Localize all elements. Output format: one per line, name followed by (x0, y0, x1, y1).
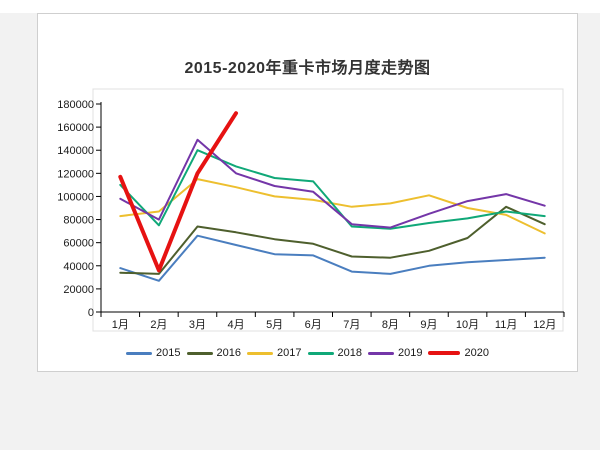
y-axis-tick-label: 100000 (57, 191, 94, 203)
legend-line-swatch (186, 351, 213, 355)
legend-label: 2016 (216, 347, 242, 359)
legend-line-swatch (126, 351, 153, 355)
series-line-2018 (119, 149, 546, 230)
x-axis-month-label: 9月 (420, 319, 437, 331)
x-axis-month-label: 2月 (150, 319, 167, 331)
x-axis-month-label: 1月 (112, 319, 129, 331)
series-line-2015 (119, 234, 546, 282)
x-axis-month-label: 8月 (382, 319, 399, 331)
chart-title: 2015-2020年重卡市场月度走势图 (184, 60, 431, 77)
y-axis-tick-label: 60000 (63, 238, 94, 250)
series-line-2019 (119, 138, 546, 229)
legend-label: 2015 (156, 347, 181, 359)
y-axis-tick-label: 40000 (63, 261, 94, 273)
y-axis-tick-label: 80000 (63, 215, 94, 227)
x-axis-month-label: 7月 (343, 319, 360, 331)
trend-line-chart: 0 20000 40000 60000 80000 100000 120000 140000 1… (57, 88, 565, 332)
legend-label: 2018 (337, 347, 362, 359)
y-axis-tick-label: 160000 (57, 122, 94, 134)
y-axis-tick-label: 140000 (57, 145, 94, 157)
x-axis-month-label: 11月 (495, 319, 517, 331)
legend-line-swatch (428, 351, 461, 355)
legend-line-swatch (307, 351, 334, 355)
legend-item-2015: 2015 (126, 347, 181, 359)
x-axis-month-label: 6月 (305, 319, 322, 331)
x-axis-month-label: 10月 (456, 319, 479, 331)
y-axis-tick-label: 120000 (57, 168, 94, 180)
series-line-2020 (118, 111, 238, 273)
top-bar (0, 0, 600, 13)
legend-label: 2020 (464, 347, 489, 359)
x-axis-month-label: 12月 (533, 319, 556, 331)
legend-label: 2017 (277, 347, 302, 359)
legend-item-2019: 2019 (367, 347, 423, 359)
chart-legend: 2015 2016 2017 2018 2019 2020 (38, 345, 577, 361)
series-line-2016 (119, 205, 546, 275)
legend-item-2018: 2018 (307, 347, 362, 359)
x-axis-month-label: 4月 (227, 319, 244, 331)
chart-card: 2015-2020年重卡市场月度走势图 0 20000 40000 60000 8000… (37, 13, 578, 372)
y-axis-tick-label: 0 (88, 307, 94, 319)
x-axis-month-label: 5月 (266, 319, 283, 331)
legend-label: 2019 (397, 347, 423, 359)
legend-line-swatch (367, 351, 394, 355)
x-axis-month-label: 3月 (189, 319, 206, 331)
legend-item-2020: 2020 (428, 347, 489, 359)
legend-item-2017: 2017 (247, 347, 302, 359)
plot-frame (92, 88, 564, 332)
legend-item-2016: 2016 (186, 347, 242, 359)
y-axis-tick-label: 20000 (63, 284, 94, 296)
y-axis-tick-label: 180000 (57, 99, 94, 111)
legend-line-swatch (247, 351, 274, 355)
